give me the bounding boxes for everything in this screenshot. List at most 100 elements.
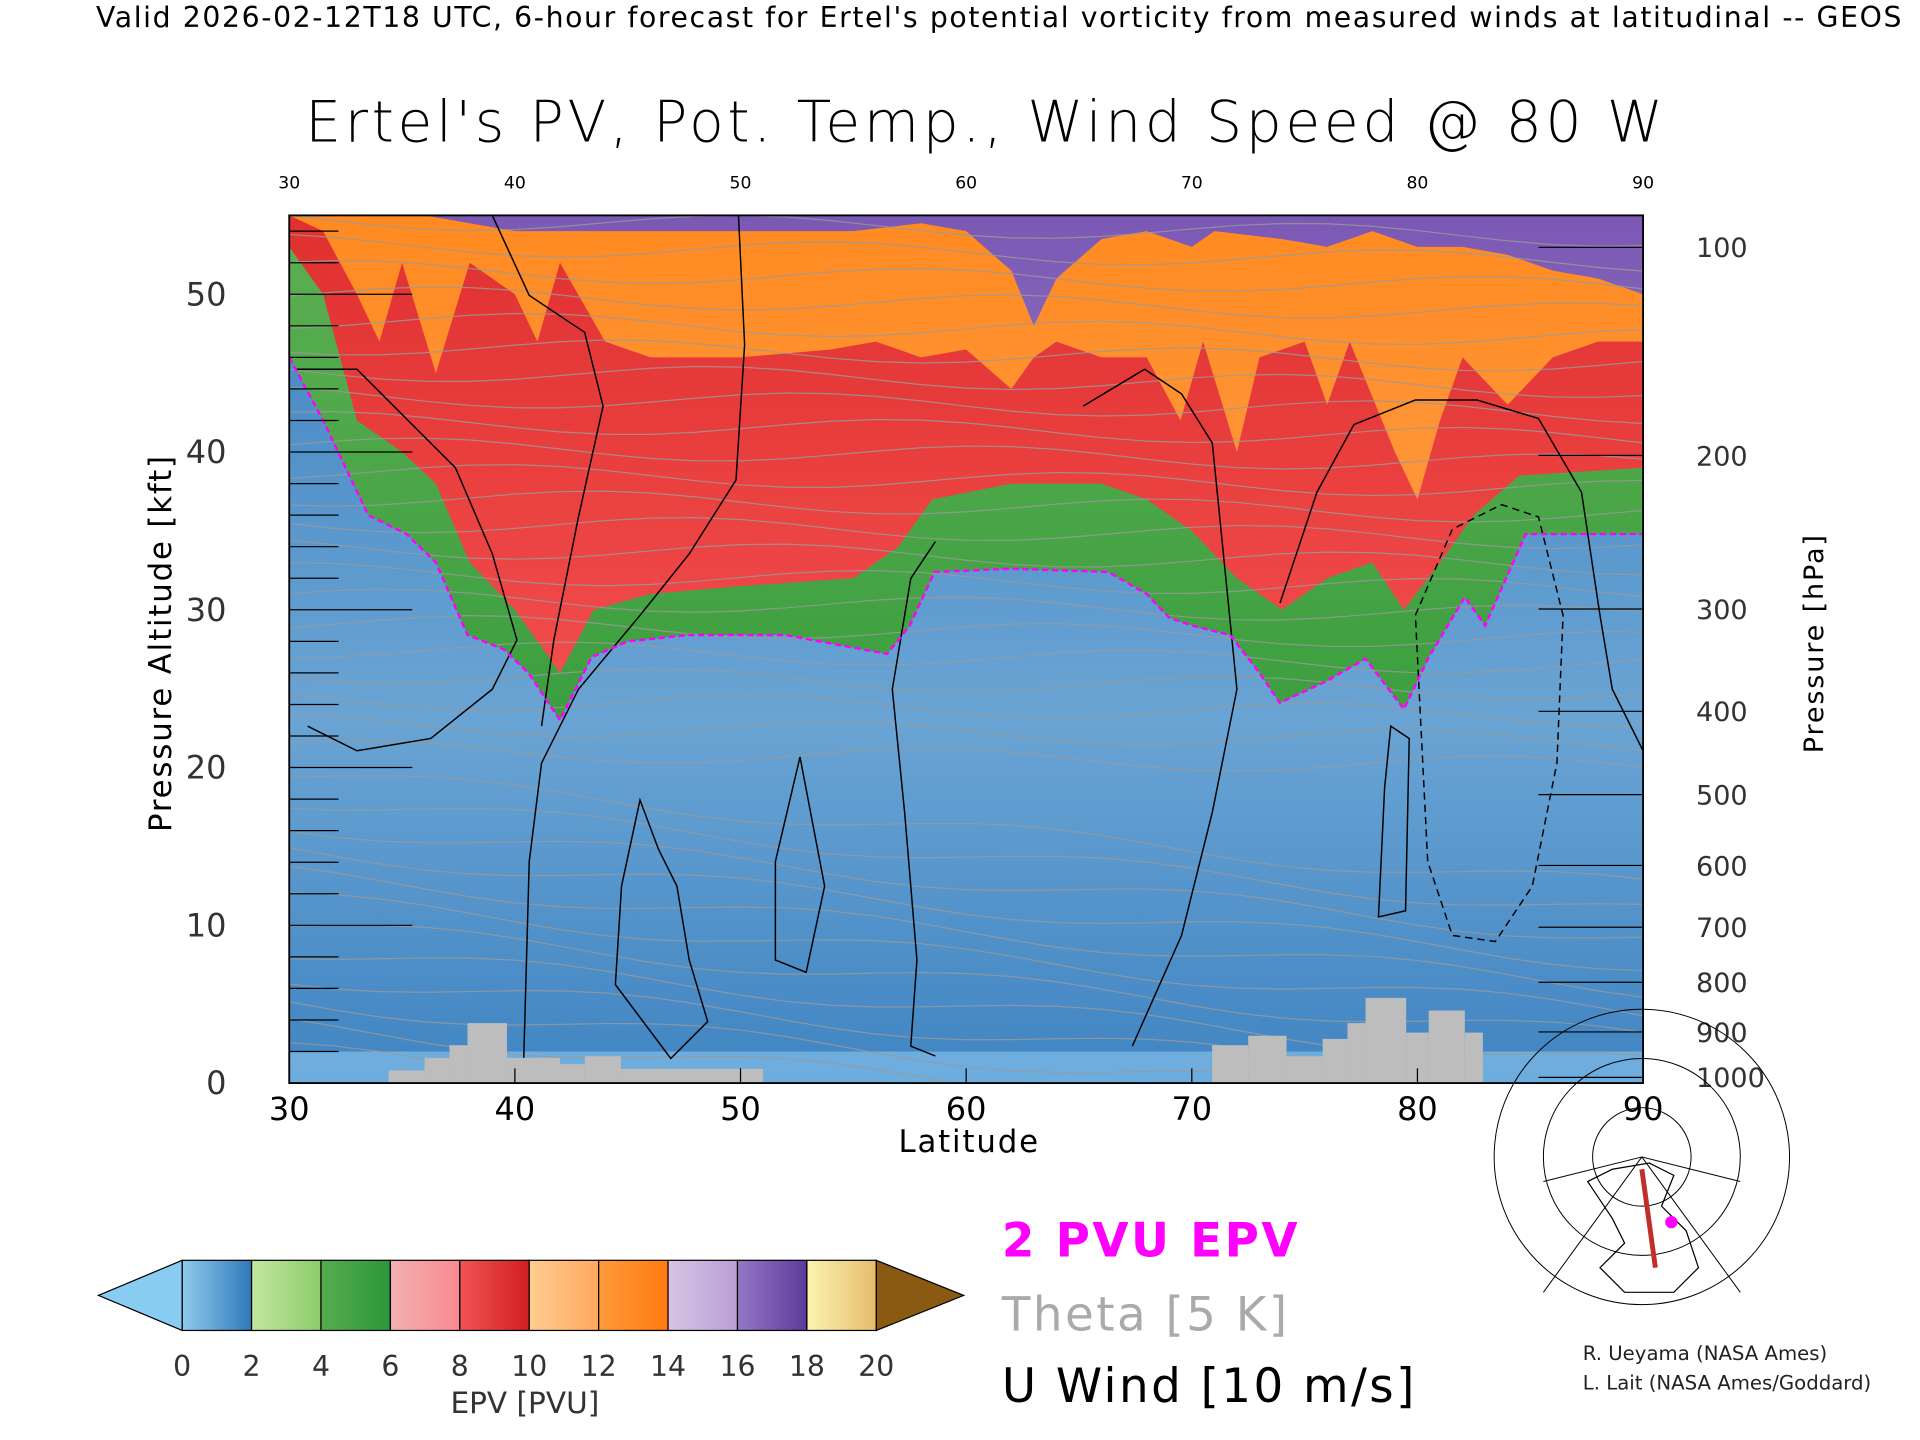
colorbar-tick-label: 12 [581,1350,617,1383]
x-tick-label-top: 30 [278,173,300,193]
terrain-block [1322,1038,1348,1084]
x-tick-label: 30 [269,1090,310,1128]
theta-line [289,865,1644,998]
x-tick-label-top: 70 [1181,173,1203,193]
theta-line [289,713,1644,751]
pressure-tick-label: 1000 [1696,1063,1765,1094]
locator-map [1493,1008,1791,1306]
terrain [388,997,1483,1084]
x-tick-label: 60 [946,1090,987,1128]
x-tick-label: 50 [720,1090,761,1128]
pressure-tick-label: 600 [1696,851,1748,882]
terrain-block [1428,1010,1465,1084]
pv-2pvu-line [289,356,1644,723]
x-tick-label-top: 80 [1406,173,1428,193]
colorbar-tick-label: 4 [312,1350,330,1383]
colorbar-segment [389,1259,461,1332]
theta-line [289,437,1644,470]
credit-line: R. Ueyama (NASA Ames) [1582,1341,1828,1365]
y-tick-label: 10 [186,906,227,944]
pressure-tick-label: 100 [1696,233,1748,264]
theta-line [289,365,1644,398]
colorbar-segment [806,1259,877,1332]
y-axis-right-label: Pressure [hPa] [1799,533,1831,754]
terrain-block [620,1068,764,1084]
colorbar-over-arrow [875,1259,966,1332]
epv-field [289,215,1644,1084]
y-axis-label: Pressure Altitude [kft] [142,454,179,832]
pressure-tick-label: 400 [1696,697,1748,728]
theta-line [289,464,1644,497]
colorbar-segment [736,1259,808,1332]
x-tick-label: 80 [1397,1090,1438,1128]
terrain-block [424,1057,450,1084]
theta-line [289,615,1644,647]
colorbar: 0 2 4 6 8 10 12 14 16 18 20 [96,1259,966,1383]
chart-title: Ertel's PV, Pot. Temp., Wind Speed @ 80 … [305,88,1667,156]
y-tick-label: 50 [186,275,227,313]
colorbar-tick-label: 6 [381,1350,399,1383]
terrain-block [1248,1035,1287,1084]
theta-line [289,286,1644,319]
y-tick-label: 20 [186,749,227,787]
theta-line [289,562,1644,598]
x-tick-label-top: 50 [730,173,752,193]
x-tick-label-top: 90 [1632,173,1654,193]
x-tick-label-top: 60 [955,173,977,193]
pressure-tick-label: 500 [1696,781,1748,812]
x-tick-label: 70 [1171,1090,1212,1128]
theta-line [289,339,1644,372]
epv-band-blue [289,357,1644,1084]
header-text: Valid 2026-02-12T18 UTC, 6-hour forecast… [95,2,1904,35]
theta-line [289,517,1644,550]
pressure-tick-label: 700 [1696,913,1748,944]
colorbar-segment [320,1259,392,1332]
theta-line [289,830,1644,939]
terrain-block [1347,1023,1366,1084]
legend-pv: 2 PVU EPV [1001,1213,1300,1268]
terrain-block [1286,1056,1323,1084]
terrain-block [1464,1032,1483,1084]
legend-wind: U Wind [10 m/s] [1001,1358,1417,1413]
theta-line [289,259,1644,292]
colorbar-tick-label: 8 [451,1350,469,1383]
colorbar-segment [667,1259,739,1332]
theta-line [289,847,1644,972]
pressure-tick-label: 300 [1696,595,1748,626]
colorbar-segment [250,1259,322,1332]
colorbar-segment [181,1259,253,1332]
colorbar-tick-label: 20 [858,1350,894,1383]
theta-line [289,693,1644,727]
pressure-tick-label: 200 [1696,441,1748,472]
theta-line [289,386,1644,425]
colorbar-tick-label: 18 [789,1350,825,1383]
terrain-block [388,1070,425,1084]
y-tick-label: 40 [186,433,227,471]
theta-line [289,668,1644,700]
wind-contours [295,215,1644,1084]
terrain-block [559,1064,585,1084]
colorbar-tick-label: 16 [719,1350,755,1383]
terrain-block [467,1023,507,1084]
theta-line [289,807,1644,906]
x-tick-label-top: 40 [504,173,526,193]
y-tick-label: 0 [206,1064,226,1102]
theta-line [289,312,1644,345]
terrain-block [1365,997,1407,1084]
legend-theta: Theta [5 K] [1001,1287,1290,1342]
colorbar-tick-label: 14 [650,1350,686,1383]
theta-line [289,775,1644,880]
theta-line [289,739,1644,772]
colorbar-tick-label: 0 [173,1350,191,1383]
theta-line [289,924,1644,1033]
theta-line [289,539,1644,576]
theta-line [289,891,1644,1017]
terrain-block [584,1056,621,1084]
theta-line [289,411,1644,444]
terrain-block [1212,1045,1249,1084]
theta-line [289,215,1644,247]
colorbar-label: EPV [PVU] [450,1385,600,1421]
theta-line [289,233,1644,272]
